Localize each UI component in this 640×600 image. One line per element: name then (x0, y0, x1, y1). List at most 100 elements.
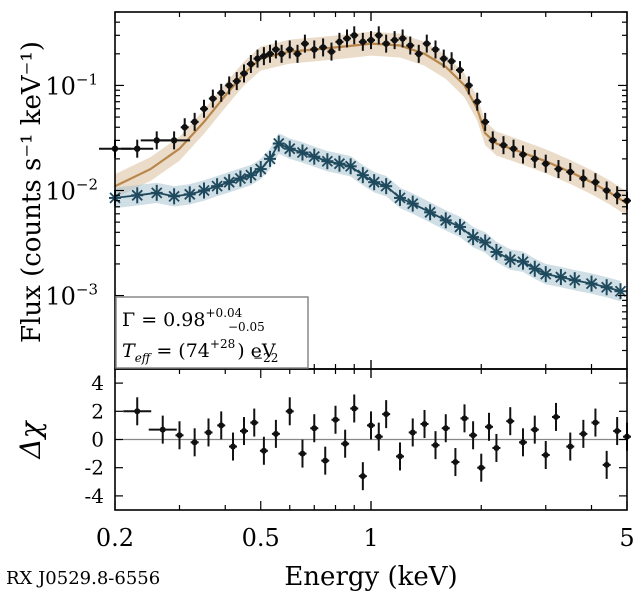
residual-point-marker (351, 405, 358, 412)
data-point (488, 131, 497, 150)
data-point (343, 29, 352, 48)
data-point (335, 32, 344, 51)
residual-point (485, 412, 494, 441)
residual-point-marker (159, 426, 166, 433)
data-point-marker (247, 60, 255, 68)
component-point-marker (490, 246, 503, 258)
residual-point (431, 431, 440, 460)
bottom-y-axis-label: Δχ (14, 419, 47, 459)
component-point (254, 161, 267, 178)
data-point (190, 112, 199, 131)
component-point (368, 174, 381, 191)
top-y-tick-label: 10−3 (45, 281, 98, 311)
data-point (225, 76, 234, 95)
component-point-marker (479, 236, 491, 249)
component-point-marker (614, 285, 627, 297)
data-point (200, 99, 209, 118)
component-point-marker (454, 221, 466, 233)
data-point-marker (343, 35, 351, 42)
component-point (344, 158, 357, 175)
residual-point (602, 450, 611, 479)
component-point-marker (333, 158, 346, 170)
component-point-marker (151, 187, 163, 199)
residual-point-marker (359, 473, 366, 480)
data-point-marker (542, 160, 549, 167)
axis-ticks: 0.2 0.5 1 5 10−1 10−2 10−3 4 2 0 -2 -4 (45, 11, 635, 552)
x-axis-label: Energy (keV) (284, 562, 457, 592)
top-model-bands (114, 31, 628, 302)
component-point-marker (555, 271, 567, 283)
residual-point-marker (531, 426, 538, 433)
data-point (464, 76, 473, 95)
component-point (454, 218, 467, 235)
data-point-marker (286, 46, 293, 53)
data-point-marker (170, 137, 178, 144)
residual-point (341, 429, 350, 458)
data-point-marker (382, 40, 390, 47)
component-point-marker (585, 277, 598, 290)
data-point-marker (367, 36, 375, 44)
data-point (374, 26, 383, 45)
data-point-marker (260, 52, 268, 60)
residual-point-marker (134, 408, 141, 415)
bottom-residual-marks (115, 394, 631, 491)
data-point (310, 40, 319, 59)
residual-point (175, 421, 184, 450)
residual-point (217, 411, 226, 440)
component-point-marker (321, 155, 333, 167)
residual-point-marker (461, 415, 468, 422)
data-point-marker (580, 175, 587, 182)
residual-point-marker (614, 428, 621, 435)
residual-point (358, 462, 367, 491)
residual-point (298, 439, 307, 468)
component-point (528, 260, 541, 277)
component-point-marker (440, 214, 452, 226)
data-point (217, 83, 226, 102)
residual-point (396, 442, 405, 471)
data-point (350, 26, 359, 45)
legend-box: Γ = 0.98+0.04 −0.05 Teff = (74+28) eV −2… (115, 296, 309, 369)
component-point (321, 153, 334, 170)
data-point-marker (272, 46, 280, 53)
data-point-marker (519, 151, 527, 158)
data-point (456, 61, 465, 80)
data-point (319, 38, 328, 57)
data-point (447, 52, 456, 71)
data-point-marker (375, 32, 382, 39)
residual-point-marker (205, 429, 212, 436)
residual-point-marker (592, 419, 599, 426)
residual-point (441, 414, 450, 443)
component-point-marker (223, 176, 235, 188)
data-point (566, 162, 575, 181)
bottom-y-tick-label: 4 (91, 371, 104, 395)
residual-point (285, 397, 294, 426)
data-point (208, 89, 217, 108)
data-point-marker (254, 55, 261, 62)
component-point-marker (357, 169, 369, 181)
component-point-marker (184, 188, 196, 200)
component-point (244, 167, 257, 184)
data-point-marker (613, 192, 621, 199)
data-point-marker (481, 118, 489, 126)
data-point-marker (592, 178, 599, 186)
data-point-marker (218, 89, 225, 97)
x-tick-label: 0.2 (96, 524, 134, 552)
component-point (168, 188, 181, 205)
data-point (499, 136, 508, 155)
data-point-marker (456, 66, 464, 74)
residual-point-marker (322, 457, 329, 464)
component-point (568, 272, 581, 289)
residual-point-marker (470, 432, 477, 439)
data-point-marker (359, 38, 367, 46)
component-point (272, 135, 285, 152)
data-point (414, 44, 423, 63)
data-point-marker (181, 124, 188, 131)
component-point (516, 253, 529, 270)
component-point (296, 144, 309, 161)
residual-point (579, 419, 588, 448)
component-point-marker (308, 151, 320, 163)
residual-point-marker (286, 408, 293, 415)
residual-point-marker (332, 416, 339, 423)
component-point-marker (569, 274, 581, 286)
data-point-marker (336, 38, 343, 46)
